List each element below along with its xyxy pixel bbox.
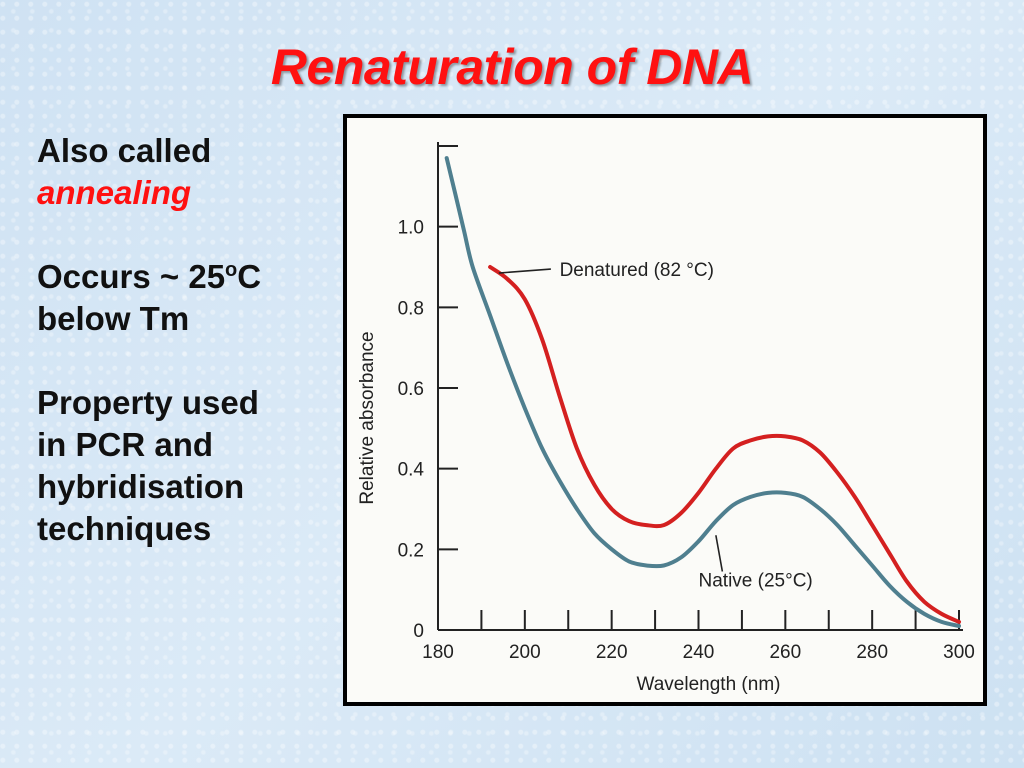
x-axis-title: Wavelength (nm) — [637, 674, 781, 695]
native-leader-line — [715, 535, 724, 572]
y-tick-label: 0.2 — [398, 540, 424, 561]
bullet-text-part: Occurs ~ 25 — [37, 258, 226, 295]
y-tick-label: 1.0 — [398, 218, 424, 239]
chart-series — [444, 156, 961, 628]
annealing-term: annealing — [37, 174, 192, 211]
y-tick-label: 0.6 — [398, 379, 424, 400]
bullet-text: Property used — [37, 384, 259, 421]
x-tick-label: 220 — [596, 642, 628, 663]
y-tick-label: 0.8 — [398, 298, 424, 319]
x-tick-label: 280 — [856, 642, 888, 663]
chart-svg: 180 200 220 240 260 280 300 0 0.2 0.4 0.6 0.8 1.0 Wav… — [357, 142, 975, 695]
bullet-list: Also called annealing Occurs ~ 25oC belo… — [37, 130, 337, 592]
x-tick-label: 240 — [683, 642, 715, 663]
x-tick-label: 180 — [422, 642, 454, 663]
native-label: Native (25°C) — [699, 571, 813, 592]
x-tick-label: 260 — [769, 642, 801, 663]
denatured-label: Denatured (82 °C) — [560, 260, 714, 281]
slide-title: Renaturation of DNA — [270, 39, 754, 95]
bullet-text: techniques — [37, 510, 212, 547]
bullet-occurs: Occurs ~ 25oC below Tm — [37, 256, 337, 340]
bullet-also-called: Also called annealing — [37, 130, 337, 214]
x-tick-label: 200 — [509, 642, 541, 663]
bullet-text: Occurs ~ 25oC — [37, 256, 337, 298]
absorbance-chart: 180 200 220 240 260 280 300 0 0.2 0.4 0.6 0.8 1.0 Wav… — [343, 114, 987, 706]
denatured-leader-line — [498, 268, 551, 274]
bullet-property: Property used in PCR and hybridisation t… — [37, 382, 337, 550]
chart-axes: 180 200 220 240 260 280 300 0 0.2 0.4 0.6 0.8 1.0 Wav… — [357, 142, 975, 695]
bullet-text-part: C — [237, 258, 262, 295]
y-axis-title: Relative absorbance — [357, 331, 378, 504]
bullet-text: in PCR and — [37, 426, 214, 463]
x-tick-label: 300 — [943, 642, 975, 663]
denatured-curve — [488, 265, 961, 624]
bullet-text: hybridisation — [37, 468, 245, 505]
bullet-text: Also called — [37, 132, 212, 169]
chart-labels: Denatured (82 °C) Native (25°C) — [498, 260, 813, 592]
y-tick-label: 0 — [413, 621, 424, 642]
native-curve — [444, 156, 961, 628]
bullet-text: below Tm — [37, 300, 190, 337]
y-tick-label: 0.4 — [398, 460, 425, 481]
degree-superscript: o — [225, 259, 238, 281]
